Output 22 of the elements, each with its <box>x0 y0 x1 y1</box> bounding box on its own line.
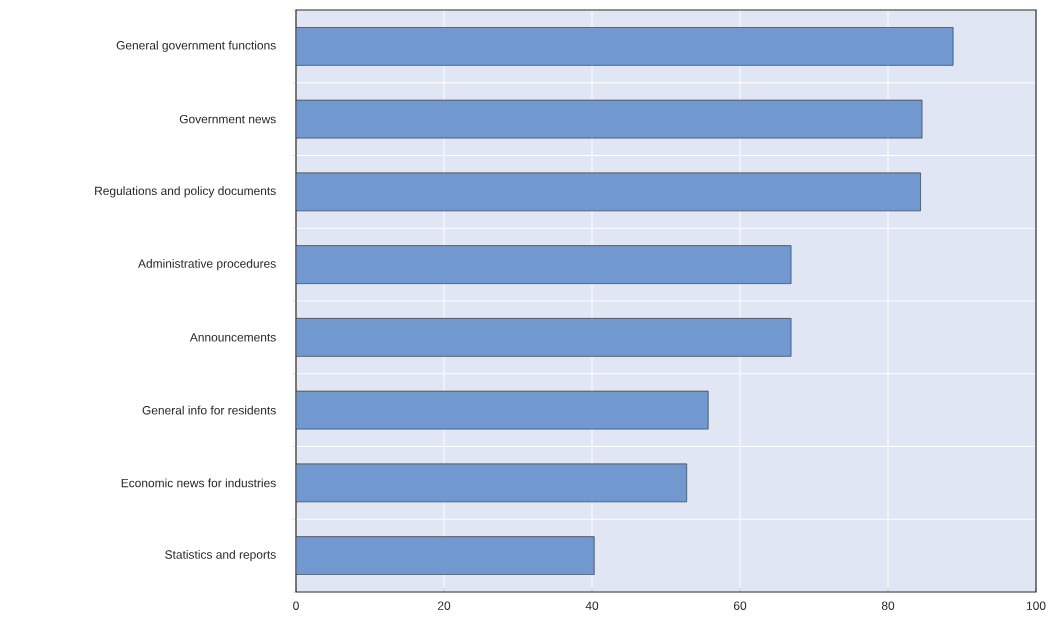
bar <box>296 390 709 430</box>
x-tick-label: 0 <box>293 601 299 610</box>
bar <box>296 172 921 212</box>
y-tick-label: Statistics and reports <box>165 550 276 562</box>
y-tick-label: General info for residents <box>142 405 276 415</box>
bar <box>296 318 792 357</box>
y-tick-label: Administrative procedures <box>138 259 276 271</box>
x-tick-label: 40 <box>585 601 599 610</box>
y-tick-label: General government functions <box>116 40 276 52</box>
x-tick-label: 80 <box>881 601 895 610</box>
y-tick-label: Economic news for industries <box>121 478 276 488</box>
x-tick-label: 20 <box>437 601 451 610</box>
bar <box>296 245 792 284</box>
bar <box>296 99 923 139</box>
y-tick-label: Regulations and policy documents <box>95 186 276 198</box>
bar <box>296 536 595 575</box>
bar <box>296 463 688 503</box>
bar <box>296 27 954 66</box>
y-tick-label: Government news <box>179 114 276 124</box>
y-tick-label: Announcements <box>189 333 276 342</box>
x-tick-label: 60 <box>733 601 747 610</box>
x-tick-label: 100 <box>1026 601 1046 610</box>
